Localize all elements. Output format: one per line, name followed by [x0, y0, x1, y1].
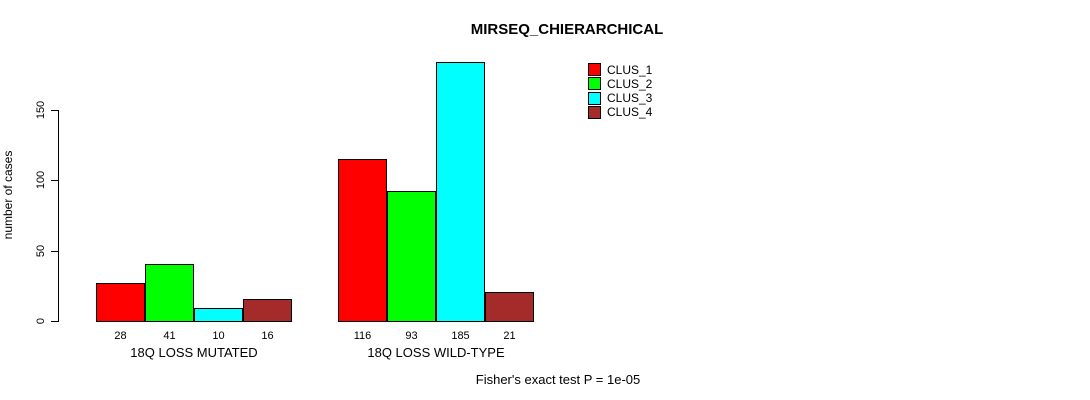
y-tick-mark [51, 250, 58, 252]
bar-value-label: 21 [503, 330, 516, 342]
bar-clus_2 [387, 191, 436, 322]
legend-item-clus_4: CLUS_4 [588, 105, 653, 120]
category-label: 18Q LOSS MUTATED [130, 345, 258, 360]
bar-value-label: 10 [212, 330, 225, 342]
y-tick-label: 150 [35, 100, 47, 120]
bar-clus_2 [145, 264, 194, 322]
y-tick-label: 100 [35, 171, 47, 190]
y-tick-mark [51, 180, 58, 182]
bar-value-label: 185 [451, 330, 470, 342]
legend-item-clus_2: CLUS_2 [588, 76, 653, 91]
bar-value-label: 116 [353, 330, 372, 342]
legend-label: CLUS_4 [607, 105, 653, 120]
legend-label: CLUS_3 [607, 91, 653, 106]
y-axis-label: number of cases [1, 150, 15, 240]
bar-clus_3 [436, 61, 485, 322]
category-label: 18Q LOSS WILD-TYPE [367, 345, 505, 360]
bar-clus_4 [485, 292, 534, 322]
bar-clus_4 [243, 299, 292, 322]
legend-swatch-icon [588, 77, 601, 91]
legend-swatch-icon [588, 91, 601, 105]
bar-value-label: 16 [261, 330, 274, 342]
legend-label: CLUS_2 [607, 76, 653, 91]
y-axis-line [58, 110, 59, 322]
y-tick-mark [51, 110, 58, 111]
bar-value-label: 28 [114, 330, 127, 342]
bar-value-label: 41 [163, 330, 176, 342]
y-tick-mark [51, 321, 58, 322]
legend-label: CLUS_1 [607, 62, 653, 77]
y-tick-label: 0 [35, 317, 47, 325]
annotation-text: Fisher's exact test P = 1e-05 [475, 372, 641, 387]
bar-clus_1 [96, 282, 145, 322]
legend-swatch-icon [588, 105, 601, 119]
bar-clus_1 [338, 158, 387, 322]
y-tick-label: 50 [35, 244, 47, 257]
legend-swatch-icon [588, 63, 601, 76]
legend-item-clus_3: CLUS_3 [588, 91, 653, 106]
bar-clus_3 [194, 307, 243, 322]
chart-title: MIRSEQ_CHIERARCHICAL [470, 21, 664, 38]
legend-item-clus_1: CLUS_1 [588, 62, 653, 77]
bar-value-label: 93 [405, 330, 418, 342]
